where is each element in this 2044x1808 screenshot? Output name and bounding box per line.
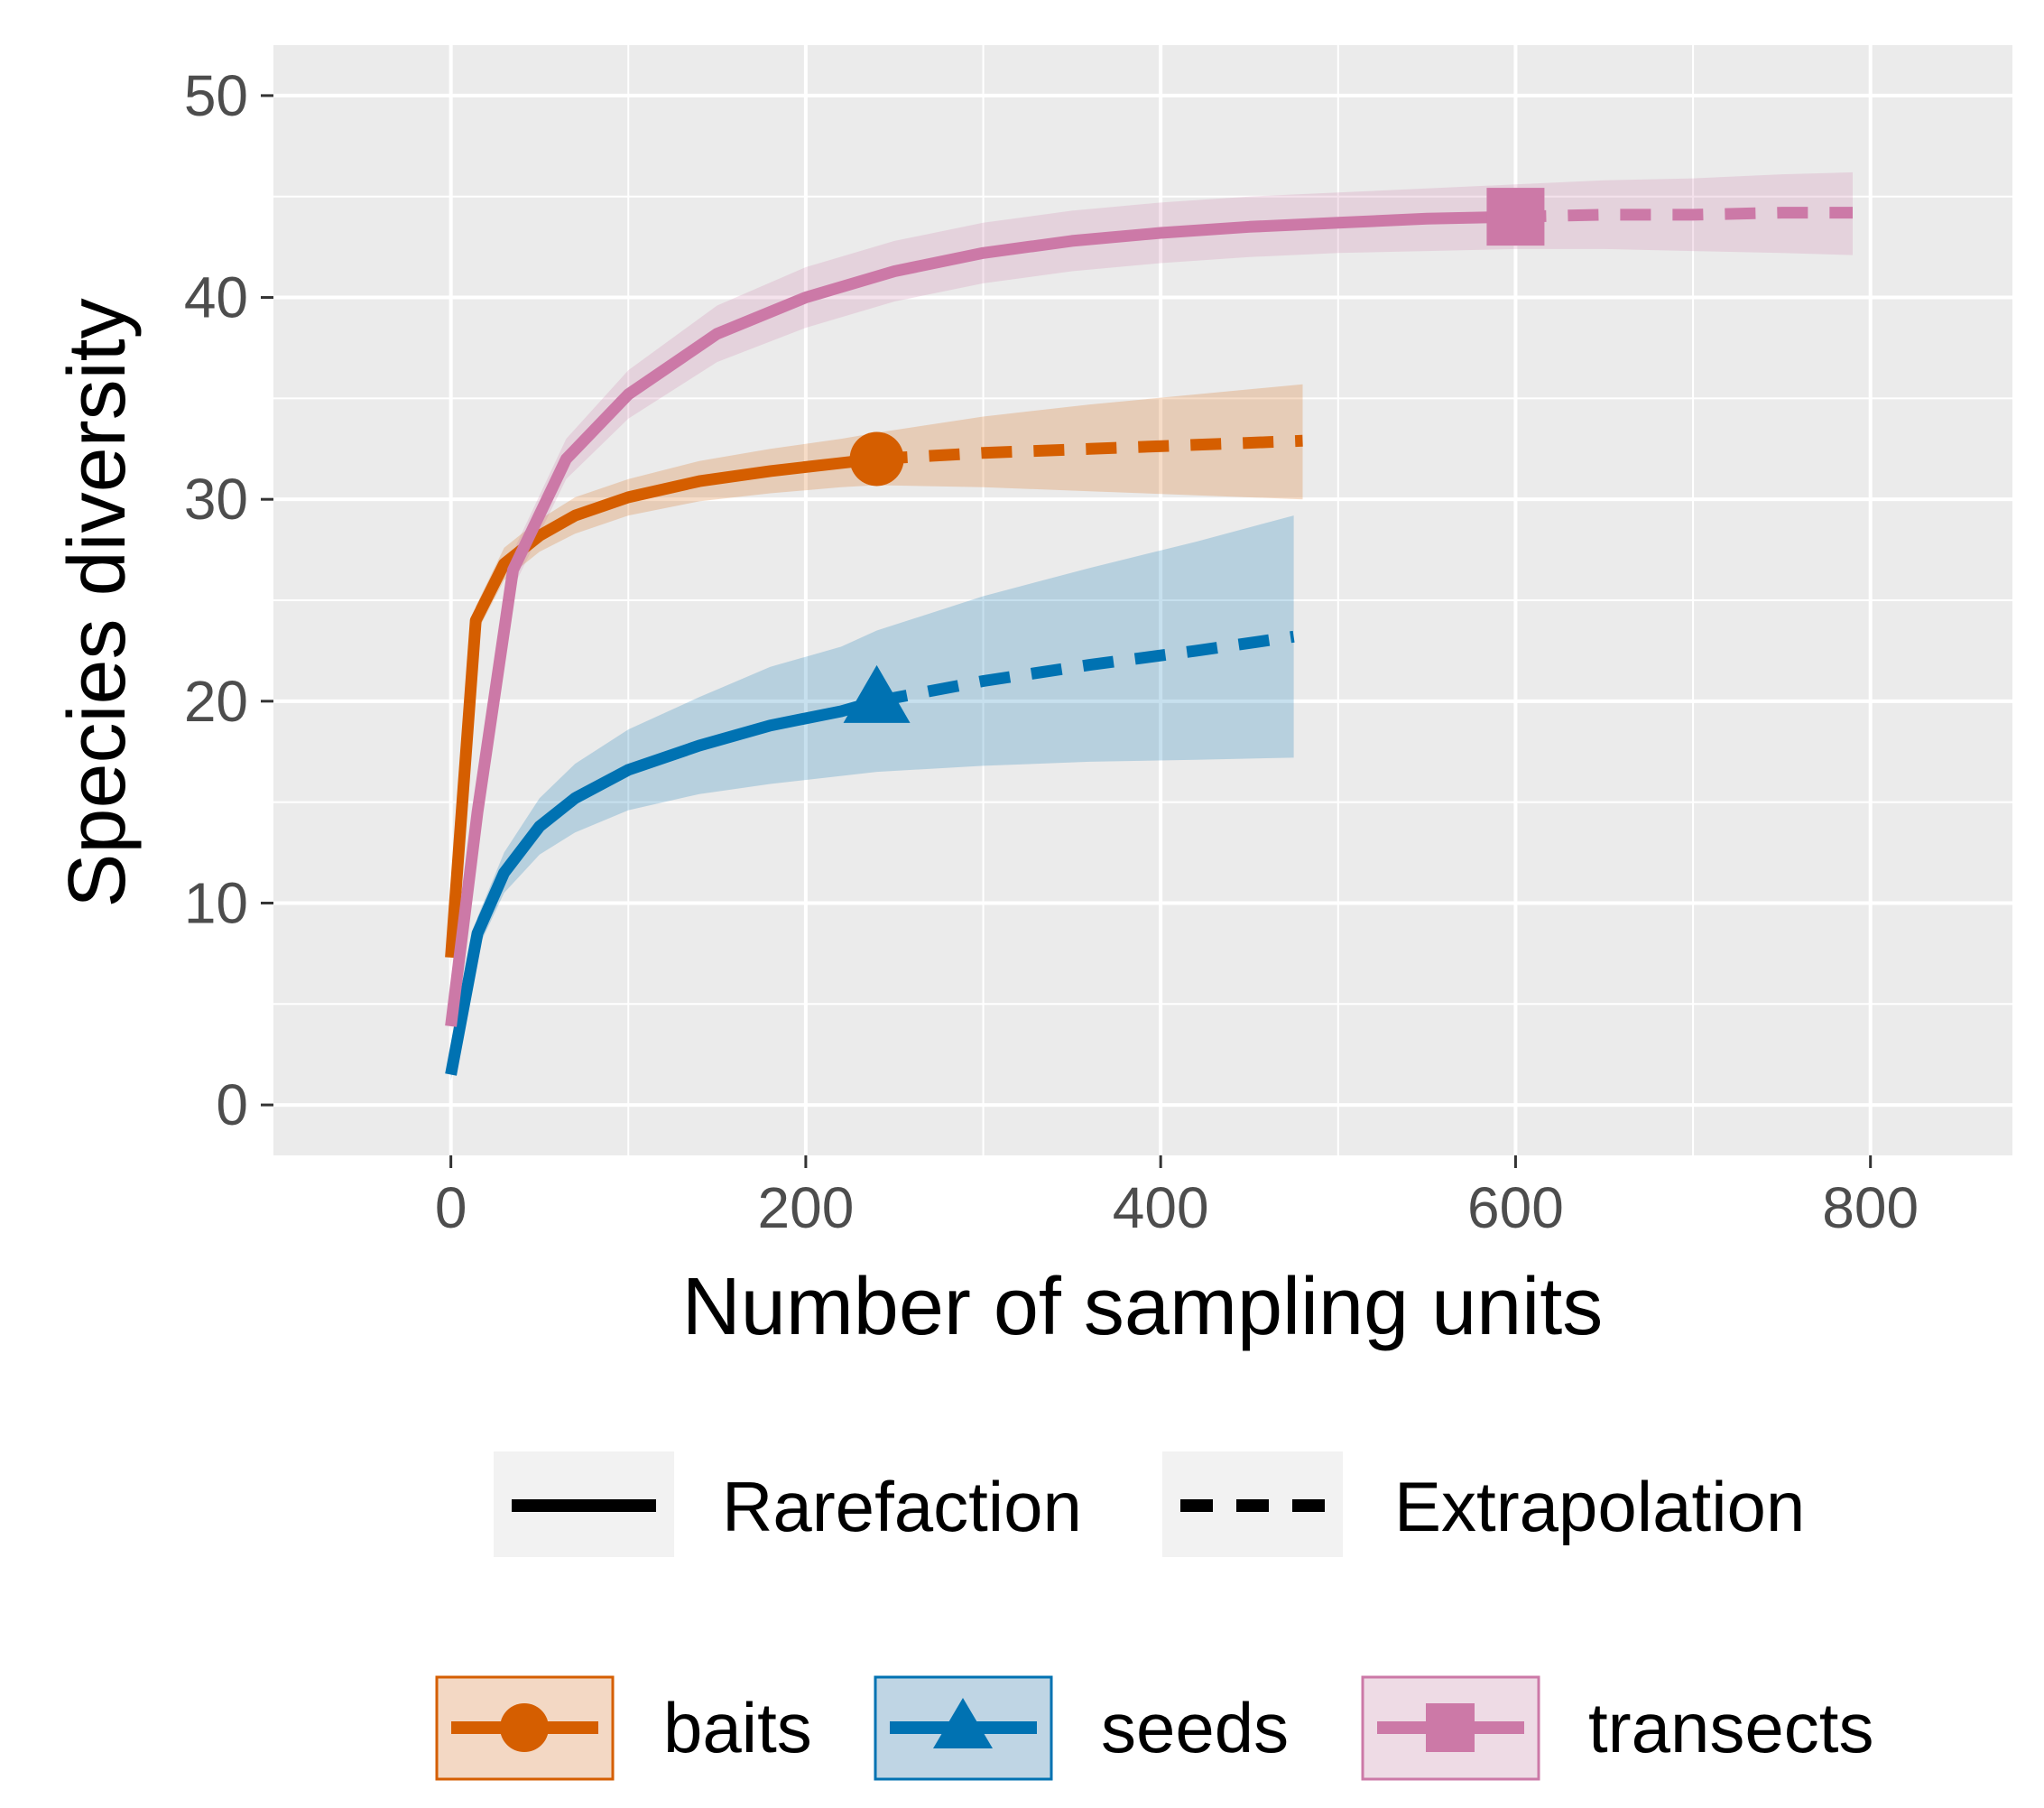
x-tick-label: 400 (1113, 1175, 1209, 1240)
extrapolation-line-transects (1515, 207, 1853, 223)
y-tick-label: 40 (184, 265, 248, 330)
y-tick-label: 30 (184, 467, 248, 532)
rarefaction-line-transects (445, 210, 1516, 1027)
observed-markers (843, 188, 1545, 723)
legend-marker-baits (500, 1703, 549, 1752)
observed-marker-transects (1486, 188, 1545, 246)
y-tick-label: 0 (216, 1072, 248, 1137)
y-axis-title: Species diversity (52, 298, 143, 907)
x-tick-label: 800 (1822, 1175, 1919, 1240)
legend-label-rarefaction: Rarefaction (722, 1467, 1082, 1546)
legend-marker-seeds (933, 1698, 993, 1748)
rarefaction-line-seeds (445, 695, 879, 1076)
axes: 0 200 400 600 800 0 10 20 30 40 50 (184, 63, 1919, 1240)
extrapolation-line-baits (876, 434, 1303, 465)
group-legend: baits seeds transects (435, 1675, 1873, 1781)
x-tick-label: 600 (1467, 1175, 1564, 1240)
observed-marker-seeds (843, 664, 911, 723)
legend-label-transects: transects (1588, 1688, 1873, 1767)
y-tick-label: 20 (184, 669, 248, 734)
x-axis-title: Number of sampling units (682, 1262, 1603, 1352)
observed-marker-baits (849, 431, 904, 487)
x-tick-label: 0 (435, 1175, 467, 1240)
x-tick-label: 200 (758, 1175, 855, 1240)
legend-label-baits: baits (663, 1688, 812, 1767)
grid (273, 45, 2012, 1155)
legend-label-extrapolation: Extrapolation (1394, 1467, 1805, 1546)
linetype-legend: Rarefaction Extrapolation (494, 1451, 1805, 1557)
series-lines (445, 207, 1853, 1076)
y-tick-label: 50 (184, 63, 248, 128)
legend-label-seeds: seeds (1101, 1688, 1289, 1767)
legend-marker-transects (1426, 1703, 1475, 1752)
y-tick-label: 10 (184, 870, 248, 935)
extrapolation-line-seeds (875, 630, 1295, 708)
ribbon-seeds (450, 515, 1294, 1081)
rarefaction-line-baits (445, 453, 878, 959)
